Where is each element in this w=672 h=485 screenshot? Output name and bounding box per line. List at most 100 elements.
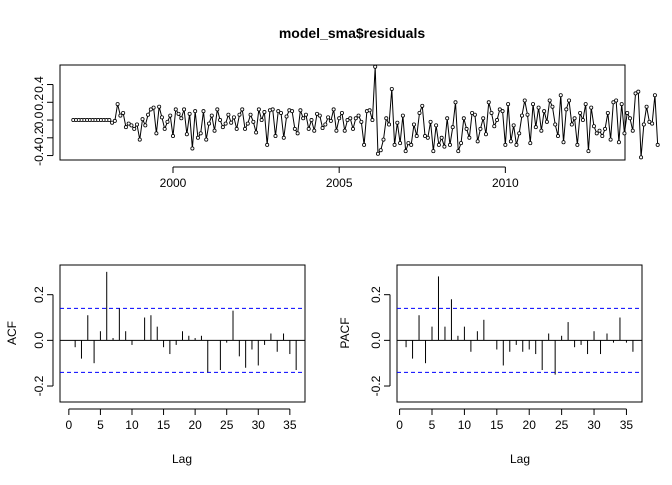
residual-point — [362, 142, 367, 147]
residual-point — [497, 107, 502, 112]
residual-point — [159, 115, 164, 120]
residual-point — [328, 118, 333, 123]
residual-point — [240, 107, 245, 112]
pacf-panel: 0 5 10 15 20 25 30 35 -0.2 0.0 0.2 Lag PACF — [338, 264, 643, 466]
acf-x-tick-label: 15 — [157, 418, 171, 432]
residual-point — [134, 122, 139, 127]
residual-point — [428, 119, 433, 124]
residual-point — [525, 112, 530, 117]
residual-point — [395, 120, 400, 125]
residual-point — [190, 146, 195, 151]
acf-x-axis-label: Lag — [172, 452, 192, 466]
residual-point — [201, 109, 206, 114]
residual-point — [567, 98, 572, 103]
residual-point — [561, 140, 566, 145]
residual-point — [400, 113, 405, 118]
residuals-x-tick-label: 2000 — [160, 176, 187, 190]
residual-point — [450, 125, 455, 130]
residual-point — [392, 142, 397, 147]
residual-point — [342, 128, 347, 133]
residual-point — [558, 93, 563, 98]
acf-panel: 0 5 10 15 20 25 30 35 -0.2 0.0 0.2 Lag ACF — [5, 264, 306, 466]
residual-point — [298, 108, 303, 113]
acf-x-tick-label: 30 — [252, 418, 266, 432]
acf-x-tick-label: 5 — [97, 418, 104, 432]
residual-point — [619, 102, 624, 107]
residual-point — [273, 134, 278, 139]
residual-point — [303, 112, 308, 117]
pacf-x-tick-label: 30 — [587, 418, 601, 432]
residual-point — [506, 102, 511, 107]
residual-point — [179, 116, 184, 121]
residuals-y-tick-label: 0.0 — [32, 111, 46, 128]
pacf-plot-frame — [396, 264, 643, 403]
residual-point — [262, 110, 267, 115]
residual-point — [234, 126, 239, 131]
residual-point — [270, 107, 275, 112]
residual-point — [447, 142, 452, 147]
residual-point — [195, 135, 200, 140]
residual-point — [165, 119, 170, 124]
residual-point — [182, 107, 187, 112]
residual-point — [544, 119, 549, 124]
residual-point — [229, 120, 234, 125]
residual-point — [353, 116, 358, 121]
acf-spikes — [60, 271, 305, 373]
residual-point — [492, 124, 497, 129]
residual-point — [226, 112, 231, 117]
residual-point — [470, 110, 475, 115]
residual-point — [129, 123, 134, 128]
residual-point — [243, 126, 248, 131]
residual-point — [636, 89, 641, 94]
residual-point — [417, 110, 422, 115]
residual-point — [580, 118, 585, 123]
acf-y-tick-label: 0.2 — [32, 286, 46, 303]
residual-point — [345, 118, 350, 123]
residual-point — [231, 115, 236, 120]
residual-point — [522, 98, 527, 103]
residual-point — [215, 107, 220, 112]
residuals-series-points — [71, 64, 660, 160]
residual-point — [359, 119, 364, 124]
residual-point — [575, 142, 580, 147]
residual-point — [475, 139, 480, 144]
residual-point — [434, 123, 439, 128]
residual-point — [331, 107, 336, 112]
residual-point — [644, 104, 649, 109]
residual-point — [184, 132, 189, 137]
residual-point — [591, 124, 596, 129]
pacf-x-tick-label: 20 — [523, 418, 537, 432]
residual-point — [112, 118, 117, 123]
residual-point — [511, 123, 516, 128]
residual-point — [625, 110, 630, 115]
residual-point — [414, 134, 419, 139]
residuals-time-series-panel: model_sma$residuals 2000 2005 2010 -0.4-0.2… — [32, 25, 660, 190]
residuals-y-tick-label: -0.2 — [32, 127, 46, 148]
residual-point — [611, 100, 616, 105]
residual-point — [378, 148, 383, 153]
residuals-plot-title: model_sma$residuals — [279, 25, 426, 41]
residual-point — [279, 110, 284, 115]
residual-point — [605, 110, 610, 115]
acf-y-axis-label: ACF — [5, 321, 19, 345]
residual-point — [647, 119, 652, 124]
residual-point — [403, 149, 408, 154]
residual-point — [550, 104, 555, 109]
residual-point — [281, 135, 286, 140]
residual-point — [254, 130, 259, 135]
residual-point — [481, 116, 486, 121]
residual-point — [387, 122, 392, 127]
residual-point — [630, 128, 635, 133]
residual-point — [389, 86, 394, 91]
residual-point — [381, 137, 386, 142]
residual-point — [306, 126, 311, 131]
residual-point — [639, 155, 644, 160]
residual-point — [123, 125, 128, 130]
residual-point — [176, 111, 181, 116]
residual-point — [187, 111, 192, 116]
residuals-x-tick-label: 2010 — [492, 176, 519, 190]
residual-point — [351, 126, 356, 131]
residual-point — [375, 151, 380, 156]
residual-point — [586, 149, 591, 154]
